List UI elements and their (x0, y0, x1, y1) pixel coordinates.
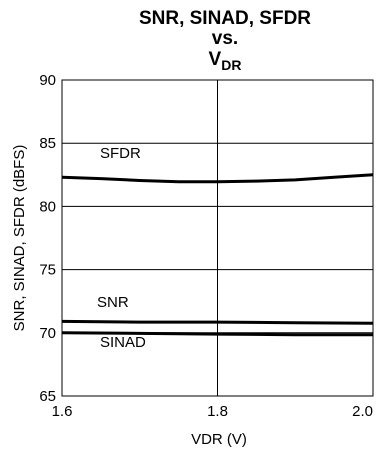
y-axis-label: SNR, SINAD, SFDR (dBFS) (11, 145, 28, 332)
x-tick-label: 2.0 (352, 403, 373, 420)
x-tick-label: 1.6 (52, 403, 73, 420)
series-line-snr (61, 319, 374, 325)
chart-title-line-3-sub: DR (221, 57, 241, 73)
chart-title-line-3: VDR (209, 49, 242, 73)
y-tick-label: 90 (39, 72, 56, 89)
x-tick-label: 1.8 (207, 403, 228, 420)
y-tick-label: 85 (39, 135, 56, 152)
plot-frame (61, 79, 374, 397)
chart-title-line-1: SNR, SINAD, SFDR (139, 8, 311, 29)
chart-title-line-3-main: V (209, 49, 222, 70)
y-tick-label: 65 (39, 388, 56, 405)
x-tick-labels: 1.6 1.8 2.0 (52, 403, 373, 420)
y-tick-label: 75 (39, 262, 56, 279)
series-line-sfdr (61, 173, 374, 184)
y-tick-labels: 65 70 75 80 85 90 (39, 72, 56, 405)
chart-title-line-2: vs. (212, 28, 238, 49)
series-lines (61, 173, 374, 337)
series-label-snr: SNR (97, 294, 129, 311)
series-label-sfdr: SFDR (100, 145, 141, 162)
series-label-sinad: SINAD (100, 334, 146, 351)
series-line-sinad (61, 331, 373, 337)
x-axis-label: VDR (V) (191, 431, 247, 448)
grid (62, 80, 373, 396)
y-tick-label: 80 (39, 198, 56, 215)
y-tick-label: 70 (39, 325, 56, 342)
